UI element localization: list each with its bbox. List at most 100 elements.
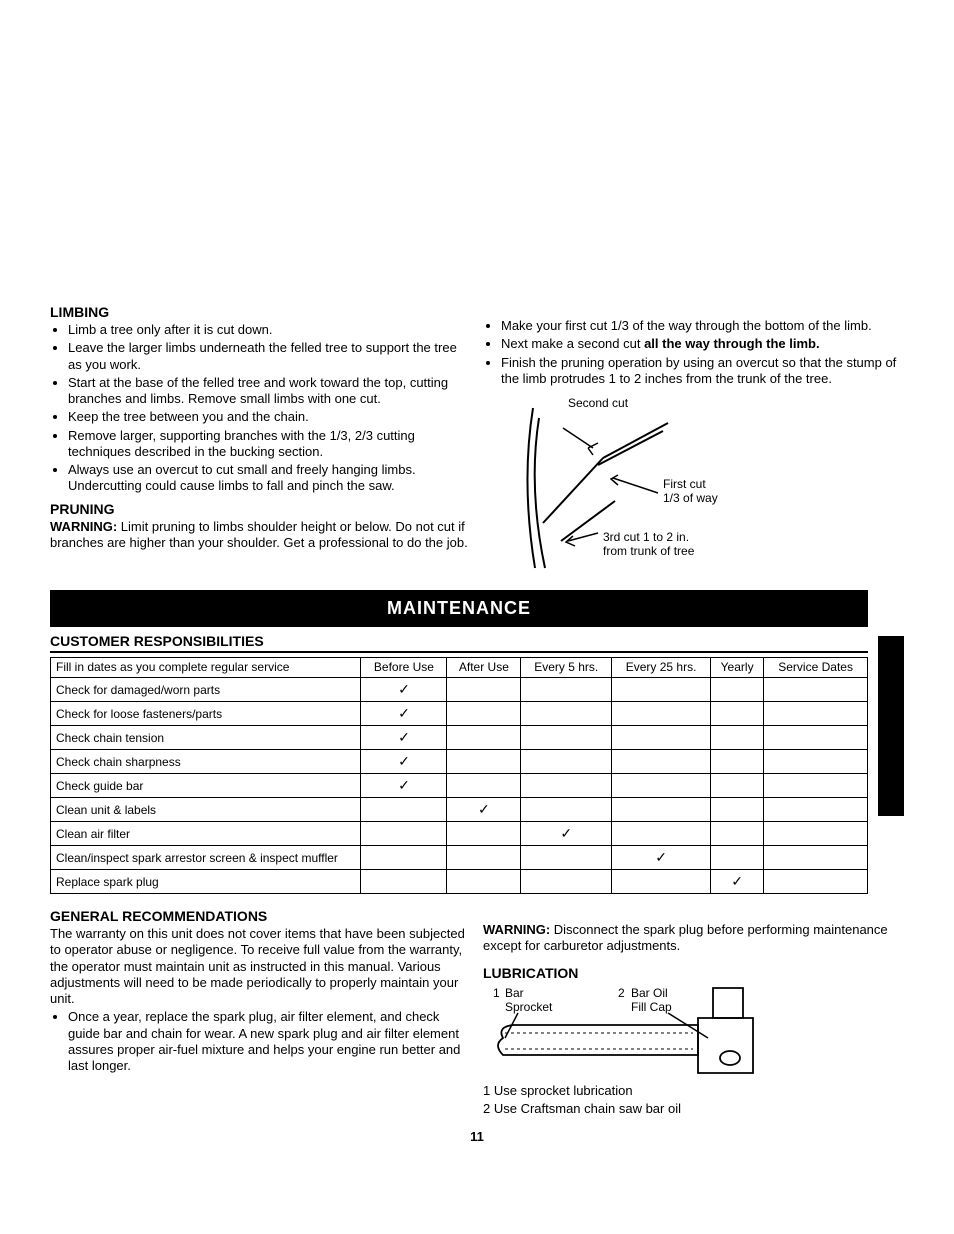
- table-cell-check: [447, 678, 521, 702]
- general-warning: WARNING: Disconnect the spark plug befor…: [483, 922, 904, 955]
- table-cell-dates: [764, 846, 868, 870]
- table-cell-check: [711, 678, 764, 702]
- table-cell-label: Replace spark plug: [51, 870, 361, 894]
- diagram-label: First cut: [663, 477, 706, 491]
- table-row: Replace spark plug ✓: [51, 870, 868, 894]
- table-cell-check: ✓: [361, 702, 447, 726]
- table-header: After Use: [447, 658, 521, 678]
- table-cell-label: Check chain sharpness: [51, 750, 361, 774]
- page-number: 11: [50, 1129, 904, 1144]
- table-cell-check: [521, 702, 612, 726]
- table-header: Every 25 hrs.: [612, 658, 711, 678]
- table-cell-check: [612, 750, 711, 774]
- table-cell-check: [521, 774, 612, 798]
- table-cell-check: [521, 726, 612, 750]
- diagram-label: Sprocket: [505, 1000, 553, 1014]
- table-cell-check: [612, 678, 711, 702]
- lubrication-note: 2 Use Craftsman chain saw bar oil: [483, 1101, 904, 1117]
- table-cell-check: [361, 798, 447, 822]
- table-cell-check: [447, 750, 521, 774]
- lubrication-diagram: 1 Bar Sprocket 2 Bar Oil Fill Cap: [483, 983, 763, 1078]
- table-cell-check: [447, 774, 521, 798]
- list-item: Remove larger, supporting branches with …: [68, 428, 471, 461]
- list-item: Once a year, replace the spark plug, air…: [68, 1009, 471, 1074]
- table-cell-label: Clean/inspect spark arrestor screen & in…: [51, 846, 361, 870]
- table-cell-label: Clean air filter: [51, 822, 361, 846]
- spacer: [483, 906, 904, 920]
- table-cell-check: [612, 726, 711, 750]
- table-cell-check: [521, 750, 612, 774]
- table-row: Check chain sharpness✓: [51, 750, 868, 774]
- list-item: Always use an overcut to cut small and f…: [68, 462, 471, 495]
- table-cell-check: ✓: [612, 846, 711, 870]
- table-row: Check for damaged/worn parts✓: [51, 678, 868, 702]
- table-cell-label: Check for damaged/worn parts: [51, 678, 361, 702]
- table-header: Every 5 hrs.: [521, 658, 612, 678]
- limbing-heading: LIMBING: [50, 304, 471, 320]
- table-header: Fill in dates as you complete regular se…: [51, 658, 361, 678]
- table-cell-dates: [764, 798, 868, 822]
- lubrication-note: 1 Use sprocket lubrication: [483, 1083, 904, 1099]
- general-body: The warranty on this unit does not cover…: [50, 926, 471, 1007]
- diagram-label: Second cut: [568, 396, 629, 410]
- table-cell-check: [361, 870, 447, 894]
- table-cell-check: [711, 702, 764, 726]
- table-row: Clean unit & labels ✓: [51, 798, 868, 822]
- maintenance-banner: MAINTENANCE: [50, 590, 868, 627]
- diagram-label: 1: [493, 986, 500, 1000]
- table-cell-check: [612, 798, 711, 822]
- table-cell-check: [447, 702, 521, 726]
- pruning-heading: PRUNING: [50, 501, 471, 517]
- pruning-warning: WARNING: Limit pruning to limbs shoulder…: [50, 519, 471, 552]
- table-cell-check: [361, 822, 447, 846]
- table-row: Check guide bar✓: [51, 774, 868, 798]
- table-cell-check: [612, 702, 711, 726]
- table-row: Check chain tension✓: [51, 726, 868, 750]
- list-item: Leave the larger limbs underneath the fe…: [68, 340, 471, 373]
- table-cell-check: ✓: [711, 870, 764, 894]
- table-cell-dates: [764, 774, 868, 798]
- diagram-label: Bar Oil: [631, 986, 668, 1000]
- warning-label: WARNING:: [483, 922, 550, 937]
- table-cell-check: [521, 678, 612, 702]
- table-cell-check: [447, 726, 521, 750]
- table-cell-dates: [764, 750, 868, 774]
- diagram-label: 3rd cut 1 to 2 in.: [603, 530, 689, 544]
- table-header: Yearly: [711, 658, 764, 678]
- table-cell-check: [447, 822, 521, 846]
- diagram-label: Bar: [505, 986, 524, 1000]
- page-edge-marker: [878, 636, 904, 816]
- table-cell-check: [612, 774, 711, 798]
- table-cell-dates: [764, 702, 868, 726]
- pruning-diagram: Second cut First cut 1/3 of way 3rd cut …: [483, 393, 763, 573]
- table-cell-check: ✓: [361, 678, 447, 702]
- list-item: Limb a tree only after it is cut down.: [68, 322, 471, 338]
- table-cell-check: [711, 750, 764, 774]
- table-cell-dates: [764, 678, 868, 702]
- table-cell-check: ✓: [361, 750, 447, 774]
- warning-label: WARNING:: [50, 519, 117, 534]
- diagram-label: 1/3 of way: [663, 491, 718, 505]
- table-header: Before Use: [361, 658, 447, 678]
- diagram-label: 2: [618, 986, 625, 1000]
- list-item: Keep the tree between you and the chain.: [68, 409, 471, 425]
- customer-responsibilities-heading: CUSTOMER RESPONSIBILITIES: [50, 633, 868, 653]
- table-cell-label: Check for loose fasteners/parts: [51, 702, 361, 726]
- list-item: Make your first cut 1/3 of the way throu…: [501, 318, 904, 334]
- table-cell-check: [612, 870, 711, 894]
- general-bullets: Once a year, replace the spark plug, air…: [50, 1009, 471, 1074]
- table-cell-dates: [764, 870, 868, 894]
- table-cell-label: Clean unit & labels: [51, 798, 361, 822]
- table-header: Service Dates: [764, 658, 868, 678]
- table-cell-check: [711, 726, 764, 750]
- list-item: Next make a second cut all the way throu…: [501, 336, 904, 352]
- list-item: Start at the base of the felled tree and…: [68, 375, 471, 408]
- table-cell-check: ✓: [361, 726, 447, 750]
- table-cell-check: [521, 846, 612, 870]
- table-cell-check: ✓: [361, 774, 447, 798]
- table-cell-check: [447, 870, 521, 894]
- table-cell-check: ✓: [447, 798, 521, 822]
- table-cell-check: [711, 846, 764, 870]
- general-heading: GENERAL RECOMMENDATIONS: [50, 908, 471, 924]
- table-cell-check: [711, 798, 764, 822]
